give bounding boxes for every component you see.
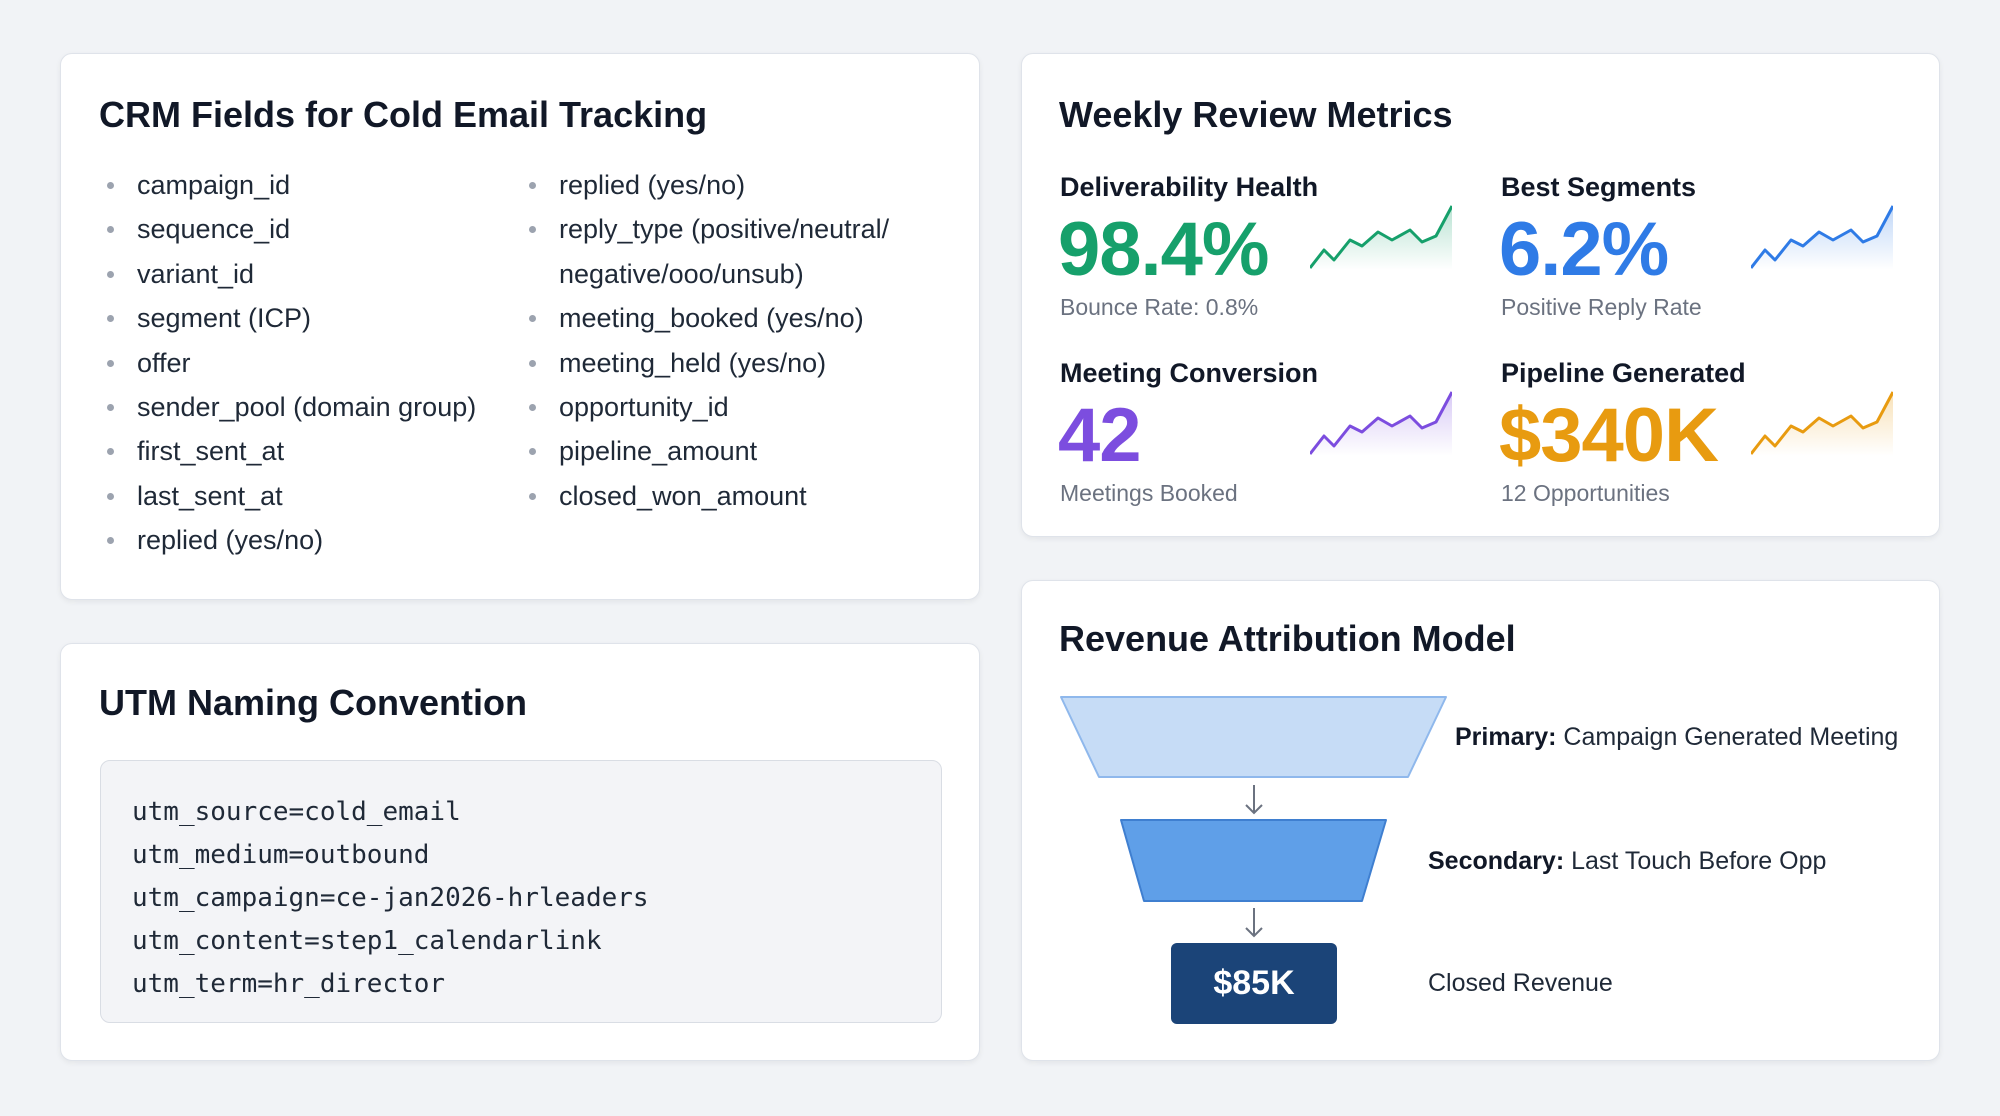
closed-revenue-value: $85K	[1171, 943, 1337, 1024]
sparkline-chart	[1310, 391, 1452, 456]
sparkline-chart	[1310, 205, 1452, 270]
sparkline-line	[1751, 391, 1893, 455]
utm-line: utm_campaign=ce-jan2026-hrleaders	[132, 883, 649, 913]
primary-text: Campaign Generated Meeting	[1563, 723, 1899, 751]
metric-value: 6.2%	[1499, 207, 1669, 292]
metric-subtext: Bounce Rate: 0.8%	[1060, 294, 1259, 320]
utm-line: utm_source=cold_email	[132, 797, 461, 827]
metric-label: Pipeline Generated	[1501, 358, 1746, 388]
metric-meeting-conversion: Meeting Conversion 42 Meetings Booked	[1058, 358, 1480, 528]
crm-fields-list-2: replied (yes/no) reply_type (positive/neu…	[529, 163, 949, 518]
revenue-attribution-card: Revenue Attribution Model $85K Primary: …	[1021, 580, 1940, 1061]
metric-value: 98.4%	[1058, 207, 1269, 292]
crm-field-item: sender_pool (domain group)	[107, 385, 497, 429]
closed-revenue-label: Closed Revenue	[1428, 969, 1613, 997]
crm-field-item: first_sent_at	[107, 429, 497, 473]
metric-label: Meeting Conversion	[1060, 358, 1319, 388]
metric-pipeline-generated: Pipeline Generated $340K 12 Opportunities	[1499, 358, 1921, 528]
crm-field-item: variant_id	[107, 252, 497, 296]
crm-field-item: offer	[107, 341, 497, 385]
metrics-title: Weekly Review Metrics	[1059, 94, 1453, 135]
crm-field-item: campaign_id	[107, 163, 497, 207]
sparkline-line	[1310, 391, 1452, 455]
revenue-title: Revenue Attribution Model	[1059, 618, 1516, 659]
secondary-label: Secondary:	[1428, 847, 1565, 875]
crm-field-item: meeting_booked (yes/no)	[529, 296, 949, 340]
utm-title: UTM Naming Convention	[99, 682, 527, 723]
sparkline-chart	[1751, 205, 1893, 270]
crm-field-item: closed_won_amount	[529, 474, 949, 518]
metric-subtext: Positive Reply Rate	[1501, 294, 1702, 320]
crm-fields-card: CRM Fields for Cold Email Tracking campa…	[60, 53, 980, 600]
sparkline-area	[1751, 206, 1893, 270]
crm-field-item: reply_type (positive/neutral/ negative/o…	[529, 207, 949, 296]
secondary-text: Last Touch Before Opp	[1571, 847, 1827, 875]
crm-field-item: pipeline_amount	[529, 429, 949, 473]
weekly-metrics-card: Weekly Review Metrics Deliverability Hea…	[1021, 53, 1940, 537]
utm-line: utm_term=hr_director	[132, 969, 446, 999]
sparkline-area	[1310, 206, 1452, 270]
sparkline-area	[1751, 392, 1893, 456]
metric-value: $340K	[1499, 393, 1719, 478]
sparkline-line	[1310, 205, 1452, 269]
funnel-diagram	[1060, 696, 1447, 938]
utm-card: UTM Naming Convention utm_source=cold_em…	[60, 643, 980, 1061]
metric-subtext: 12 Opportunities	[1501, 480, 1670, 506]
sparkline-chart	[1751, 391, 1893, 456]
metric-best-segments: Best Segments 6.2% Positive Reply Rate	[1499, 172, 1921, 342]
primary-label: Primary:	[1455, 723, 1557, 751]
metric-value: 42	[1058, 393, 1142, 478]
utm-line: utm_medium=outbound	[132, 840, 430, 870]
primary-attribution-label: Primary: Campaign Generated Meeting	[1455, 723, 1898, 752]
crm-field-item: segment (ICP)	[107, 296, 497, 340]
crm-field-item: opportunity_id	[529, 385, 949, 429]
funnel-stage-primary	[1060, 696, 1447, 778]
metric-subtext: Meetings Booked	[1060, 480, 1238, 506]
arrow-down-icon	[1245, 785, 1263, 815]
crm-field-item: last_sent_at	[107, 474, 497, 518]
utm-line: utm_content=step1_calendarlink	[132, 926, 602, 956]
utm-code-block: utm_source=cold_email utm_medium=outbound…	[100, 760, 942, 1023]
metric-deliverability-health: Deliverability Health 98.4% Bounce Rate: 0…	[1058, 172, 1480, 342]
sparkline-area	[1310, 392, 1452, 456]
crm-fields-title: CRM Fields for Cold Email Tracking	[99, 94, 708, 135]
sparkline-line	[1751, 205, 1893, 269]
crm-field-item: sequence_id	[107, 207, 497, 251]
crm-field-item: replied (yes/no)	[529, 163, 949, 207]
crm-fields-list-1: campaign_id sequence_id variant_id segment …	[107, 163, 497, 563]
metric-label: Best Segments	[1501, 172, 1697, 202]
funnel-stage-secondary	[1120, 819, 1387, 902]
crm-field-item: replied (yes/no)	[107, 518, 497, 562]
arrow-down-icon	[1245, 908, 1263, 938]
crm-field-item: meeting_held (yes/no)	[529, 341, 949, 385]
secondary-attribution-label: Secondary: Last Touch Before Opp	[1428, 847, 1826, 876]
metric-label: Deliverability Health	[1060, 172, 1319, 202]
